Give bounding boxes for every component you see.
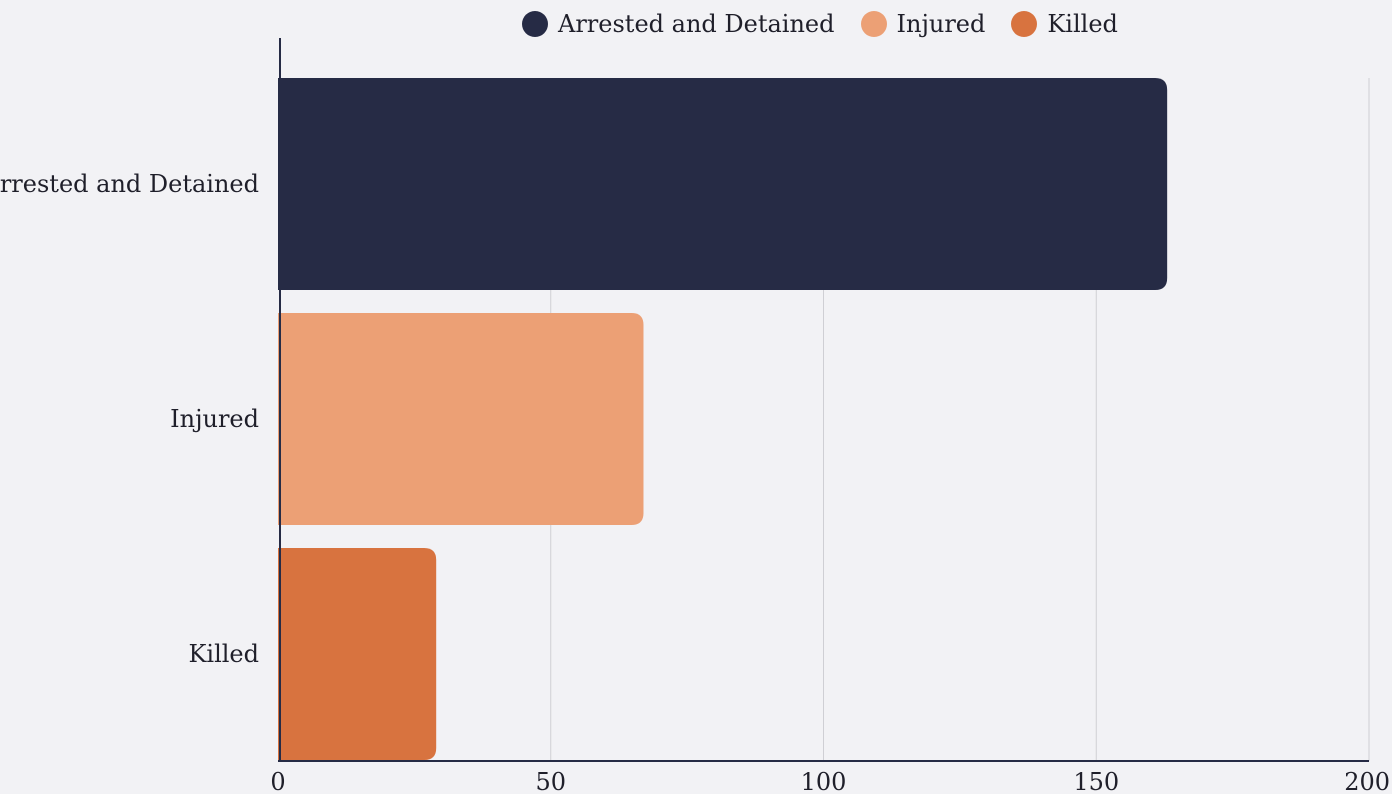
legend-label-killed: Killed [1047,10,1118,38]
category-label-2: Killed [188,640,259,668]
legend-item-injured: Injured [860,10,986,38]
legend-label-injured: Injured [896,10,986,38]
legend-swatch-killed [1011,11,1038,37]
x-tick-label-4: 200 [1344,768,1390,794]
legend-label-arrested: Arrested and Detained [558,10,835,38]
x-tick-label-2: 100 [801,768,847,794]
bar-0 [278,78,1168,290]
category-label-0: Arrested and Detained [0,170,259,198]
legend-item-killed: Killed [1011,10,1118,38]
x-tick-label-1: 50 [535,768,566,794]
legend: Arrested and Detained Injured Killed [522,10,1118,38]
category-label-1: Injured [170,405,259,433]
legend-swatch-injured [860,11,887,37]
x-tick-label-0: 0 [270,768,285,794]
bar-1 [278,313,644,525]
legend-swatch-arrested [522,11,548,37]
bar-2 [278,548,437,760]
x-tick-label-3: 150 [1073,768,1119,794]
legend-item-arrested: Arrested and Detained [522,10,835,38]
